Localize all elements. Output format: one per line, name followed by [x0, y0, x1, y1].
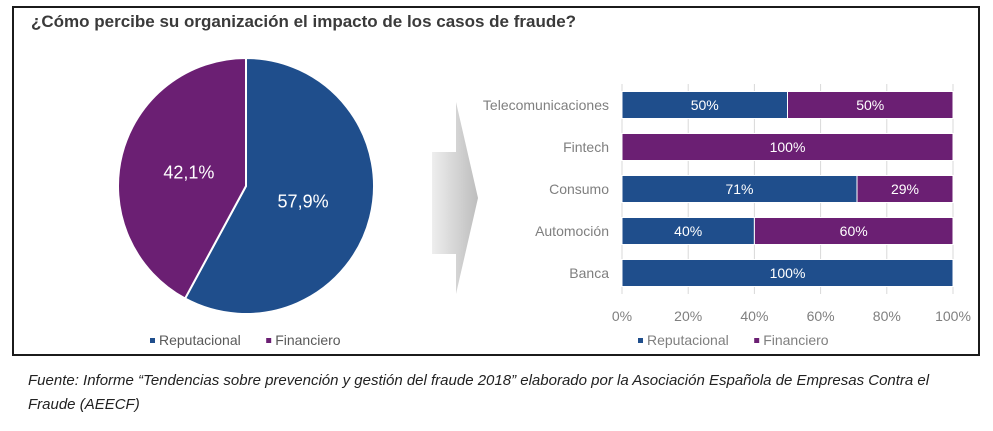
x-tick-label: 60% [807, 308, 835, 324]
bar-segment-financiero [787, 91, 954, 119]
y-category-label: Telecomunicaciones [483, 97, 609, 113]
bar-value-label: 40% [674, 223, 702, 239]
x-tick-label: 20% [674, 308, 702, 324]
pie-slice-label: 42,1% [163, 163, 214, 183]
arrow-icon [432, 102, 478, 294]
bar-value-label: 50% [856, 97, 884, 113]
pie-legend-label-reputacional: Reputacional [159, 332, 241, 348]
bar-value-label: 100% [770, 265, 806, 281]
bar-legend-label-financiero: Financiero [763, 332, 829, 348]
x-tick-label: 80% [873, 308, 901, 324]
x-tick-label: 0% [612, 308, 632, 324]
pie-slice-reputacional [183, 56, 375, 315]
bar-value-label: 60% [840, 223, 868, 239]
stacked-bar-chart: 0% 20% 40% 60% 80% 100% Telecomunicaciones 50% 5… [483, 84, 971, 348]
bar-legend-swatch-financiero [754, 338, 760, 343]
bar-legend-swatch-reputacional [638, 338, 643, 343]
y-category-label: Consumo [549, 181, 609, 197]
bar-value-label: 29% [891, 181, 919, 197]
bar-segment-financiero [856, 175, 954, 203]
bar-segment-reputacional [621, 217, 755, 245]
bar-legend-label-reputacional: Reputacional [647, 332, 729, 348]
bar-segment-reputacional [621, 91, 788, 119]
bar-value-label: 50% [691, 97, 719, 113]
bar-value-label: 71% [725, 181, 753, 197]
y-category-label: Automoción [535, 223, 609, 239]
pie-slice-financiero [117, 56, 247, 300]
pie-chart: 57,9% 42,1% Reputacional Financiero [117, 56, 375, 348]
bar-value-label: 100% [770, 139, 806, 155]
pie-legend-swatch-reputacional [150, 338, 155, 343]
source-note: Fuente: Informe “Tendencias sobre preven… [28, 372, 930, 413]
x-tick-label: 40% [740, 308, 768, 324]
y-category-label: Fintech [563, 139, 609, 155]
pie-legend-swatch-financiero [266, 338, 272, 343]
chart-title: ¿Cómo percibe su organización el impacto… [31, 12, 577, 31]
x-tick-label: 100% [935, 308, 971, 324]
bar-segment-financiero [621, 133, 954, 161]
y-category-label: Banca [569, 265, 609, 281]
pie-legend-label-financiero: Financiero [275, 332, 341, 348]
bar-segment-reputacional [621, 259, 954, 287]
bar-segment-financiero [753, 217, 954, 245]
pie-slice-label: 57,9% [278, 191, 329, 211]
